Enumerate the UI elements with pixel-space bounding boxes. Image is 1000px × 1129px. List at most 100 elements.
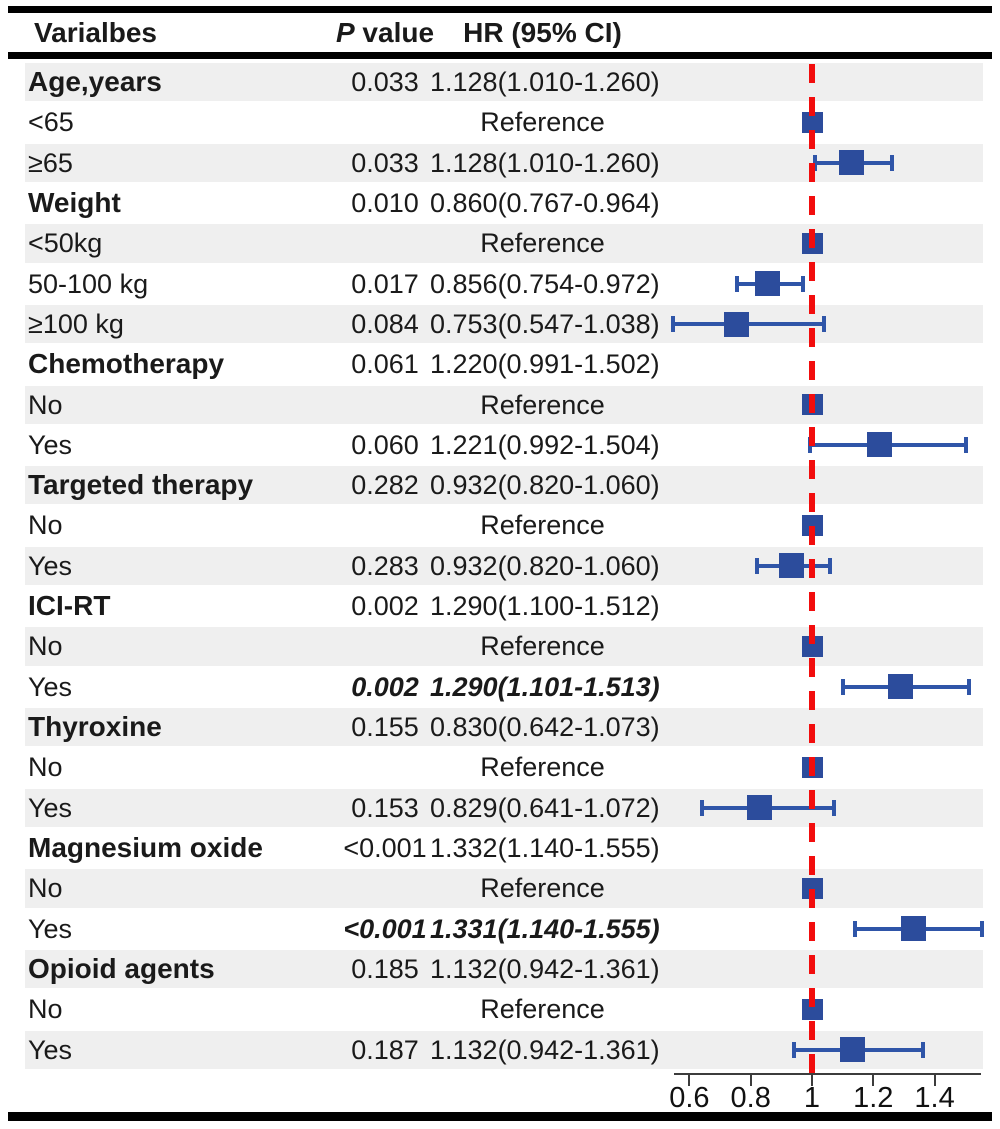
hr-ci-value: 1.132(0.942-1.361) — [430, 1034, 660, 1065]
hr-ci-value: 1.128(1.010-1.260) — [430, 67, 660, 97]
hr-ci-value: Reference — [480, 228, 605, 259]
hr-ci-value: Reference — [480, 752, 605, 783]
x-axis-tick — [872, 1073, 875, 1086]
x-axis-line — [674, 1073, 981, 1075]
ci-cap-low — [734, 275, 739, 292]
p-value: 0.002 — [351, 671, 419, 702]
row-stripe — [25, 466, 983, 505]
x-axis-tick — [933, 1073, 936, 1086]
p-value: 0.283 — [351, 550, 419, 581]
reference-line-hr1 — [809, 64, 815, 1073]
column-header-variables: Varialbes — [34, 17, 157, 48]
variable-label: Yes — [28, 1034, 73, 1065]
hr-ci-value: Reference — [480, 510, 605, 541]
p-value: 0.061 — [351, 349, 419, 380]
table-row: Weight 0.010 0.860(0.767-0.964) — [0, 183, 1000, 223]
table-row: Yes 0.060 1.221(0.992-1.504) — [0, 425, 1000, 465]
p-value: 0.084 — [351, 308, 419, 339]
p-value: 0.187 — [351, 1034, 419, 1065]
hr-ci-value: 1.132(0.942-1.361) — [430, 953, 660, 984]
pvalue-italic-p: P — [335, 17, 355, 48]
hr-ci-value: 0.830(0.642-1.073) — [430, 712, 660, 742]
ci-cap-high — [967, 678, 972, 695]
table-row: Targeted therapy 0.282 0.932(0.820-1.060) — [0, 465, 1000, 505]
row-stripe — [25, 627, 983, 666]
table-row: No Reference — [0, 626, 1000, 666]
ci-cap-low — [699, 799, 704, 816]
variable-label: Yes — [28, 913, 73, 944]
hr-ci-value: 0.753(0.547-1.038) — [430, 308, 660, 339]
row-stripe — [25, 224, 983, 263]
p-value: 0.155 — [351, 712, 419, 742]
x-axis-tick-label: 1 — [803, 1082, 821, 1114]
table-row: Age,years 0.033 1.128(1.010-1.260) — [0, 62, 1000, 102]
hr-ci-value: 1.331(1.140-1.555) — [430, 913, 660, 944]
forest-marker-square — [778, 553, 804, 579]
variable-label: No — [28, 994, 63, 1025]
hr-ci-value: 1.290(1.101-1.513) — [430, 671, 660, 702]
ci-cap-low — [852, 920, 857, 937]
p-value: 0.282 — [351, 470, 419, 501]
ci-cap-high — [821, 316, 826, 333]
table-row: ≥65 0.033 1.128(1.010-1.260) — [0, 143, 1000, 183]
hr-ci-value: 0.860(0.767-0.964) — [430, 187, 660, 218]
forest-marker-square — [888, 674, 914, 700]
x-axis-tick — [688, 1073, 691, 1086]
hr-ci-value: 0.932(0.820-1.060) — [430, 550, 660, 581]
table-row: Thyroxine 0.155 0.830(0.642-1.073) — [0, 707, 1000, 747]
table-row: <65 Reference — [0, 102, 1000, 142]
column-header-pvalue: P value — [320, 13, 450, 52]
variable-label: No — [28, 510, 63, 541]
variable-label: 50-100 kg — [28, 268, 149, 299]
variable-label: Thyroxine — [28, 711, 162, 742]
p-value: 0.010 — [351, 187, 419, 218]
hr-ci-value: 0.856(0.754-0.972) — [430, 268, 660, 299]
variable-label: Magnesium oxide — [28, 831, 263, 863]
variable-label: ICI-RT — [28, 590, 111, 622]
forest-marker-square — [747, 795, 773, 821]
hr-ci-value: Reference — [480, 389, 605, 420]
ci-cap-high — [920, 1041, 925, 1058]
hr-ci-value: 1.220(0.991-1.502) — [430, 349, 660, 380]
forest-marker-square — [755, 271, 781, 297]
variable-label: Yes — [28, 671, 73, 702]
ci-cap-high — [828, 557, 833, 574]
hr-ci-value: 0.829(0.641-1.072) — [430, 792, 660, 823]
table-row: No Reference — [0, 385, 1000, 425]
variable-label: <50kg — [28, 228, 103, 259]
header-rule — [8, 52, 992, 59]
pvalue-rest: value — [354, 17, 435, 48]
x-axis-tick — [811, 1073, 813, 1086]
variable-label: Opioid agents — [28, 952, 215, 984]
x-axis-tick-label: 0.6 — [669, 1082, 710, 1114]
ci-cap-high — [801, 275, 806, 292]
variable-label: No — [28, 752, 63, 783]
table-row: Opioid agents 0.185 1.132(0.942-1.361) — [0, 949, 1000, 989]
ci-cap-high — [964, 436, 969, 453]
forest-marker-square — [900, 916, 926, 942]
forest-marker-square — [838, 150, 864, 176]
x-axis-tick-label: 1.2 — [853, 1082, 894, 1114]
variable-label: ≥100 kg — [28, 308, 124, 339]
row-stripe — [25, 949, 983, 989]
hr-ci-value: Reference — [480, 631, 605, 662]
x-axis-tick-label: 0.8 — [730, 1082, 771, 1114]
forest-marker-square — [839, 1037, 865, 1063]
variable-label: Yes — [28, 550, 73, 581]
column-header-hr-ci: HR (95% CI) — [463, 17, 622, 48]
variable-label: ≥65 — [28, 147, 73, 178]
table-row: Yes <0.001 1.331(1.140-1.555) — [0, 909, 1000, 949]
table-row: No Reference — [0, 505, 1000, 545]
table-row: Magnesium oxide <0.001 1.332(1.140-1.555) — [0, 828, 1000, 868]
table-row: ≥100 kg 0.084 0.753(0.547-1.038) — [0, 304, 1000, 344]
table-row: Yes 0.002 1.290(1.101-1.513) — [0, 667, 1000, 707]
bottom-rule — [8, 1112, 992, 1121]
hr-ci-value: Reference — [480, 873, 605, 904]
row-stripe — [25, 708, 983, 747]
row-stripe — [25, 63, 983, 102]
p-value: 0.185 — [351, 953, 419, 984]
variable-label: <65 — [28, 107, 74, 138]
ci-cap-high — [889, 154, 894, 171]
variable-label: No — [28, 873, 63, 904]
